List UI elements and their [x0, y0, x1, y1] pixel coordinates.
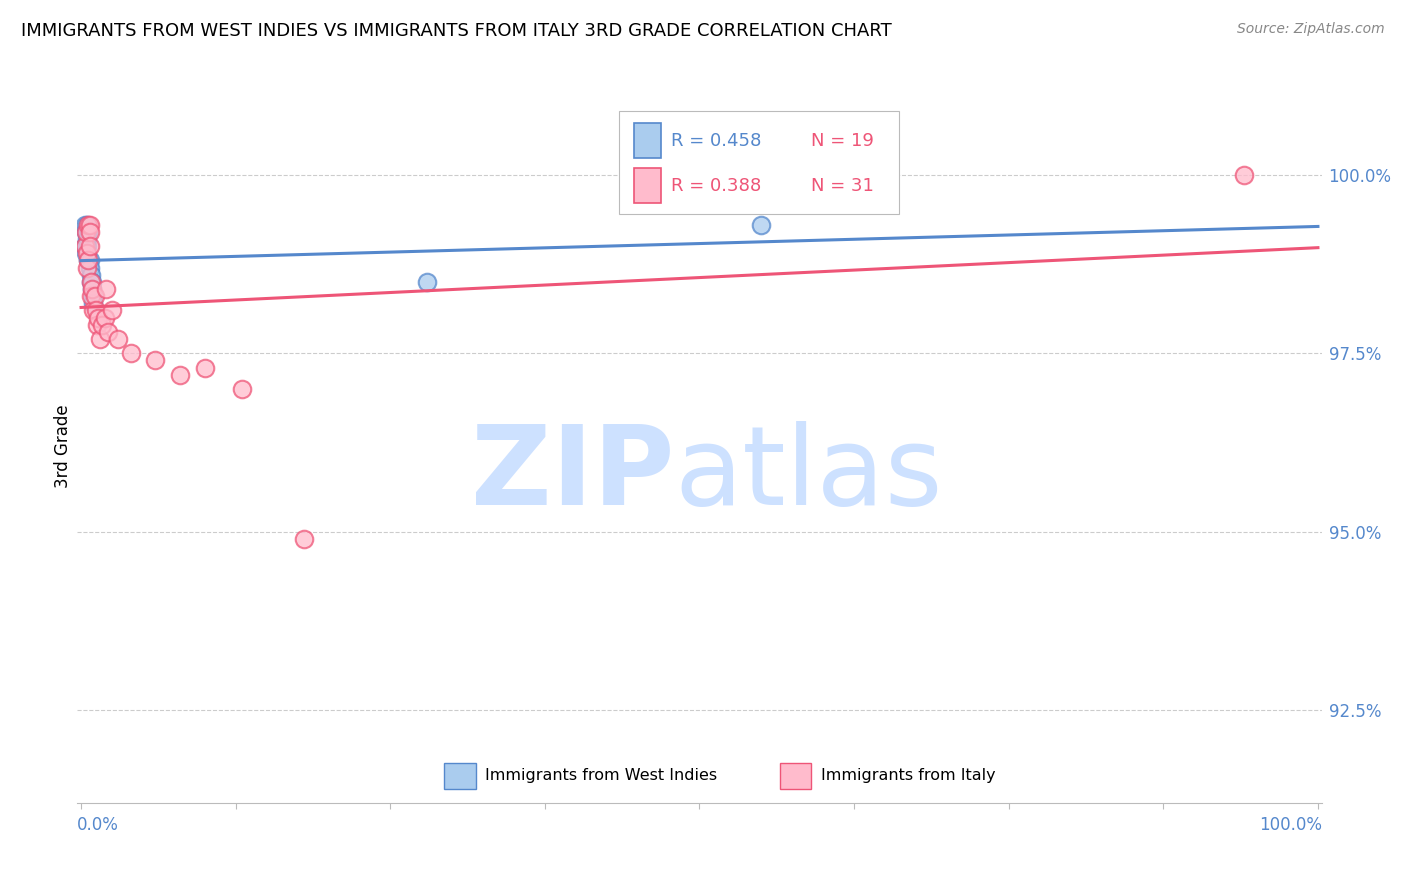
Text: ZIP: ZIP [471, 421, 675, 528]
Text: R = 0.388: R = 0.388 [671, 177, 761, 194]
Point [87, 310, 110, 325]
Point [73, 218, 96, 232]
Point [1233, 168, 1256, 182]
Point [82, 296, 104, 310]
Point [73, 239, 96, 253]
Point [79, 218, 101, 232]
Point [97, 325, 120, 339]
Point [73, 239, 96, 253]
Point [83, 289, 105, 303]
Point [84, 303, 107, 318]
Point [77, 218, 100, 232]
Point [79, 253, 101, 268]
Point [416, 275, 439, 289]
Point [76, 218, 98, 232]
Point [80, 275, 103, 289]
Text: N = 19: N = 19 [811, 132, 875, 150]
Point [77, 225, 100, 239]
Point [93, 310, 115, 325]
Text: Immigrants from West Indies: Immigrants from West Indies [485, 768, 717, 783]
Point [80, 268, 103, 282]
Point [82, 282, 104, 296]
Point [89, 332, 111, 346]
Point [79, 239, 101, 253]
Text: IMMIGRANTS FROM WEST INDIES VS IMMIGRANTS FROM ITALY 3RD GRADE CORRELATION CHART: IMMIGRANTS FROM WEST INDIES VS IMMIGRANT… [21, 22, 891, 40]
Text: 100.0%: 100.0% [1258, 816, 1322, 834]
Point [82, 303, 104, 318]
Y-axis label: 3rd Grade: 3rd Grade [53, 404, 72, 488]
Point [107, 332, 129, 346]
Bar [634, 123, 661, 158]
Bar [780, 763, 811, 789]
Point [749, 218, 772, 232]
Text: R = 0.458: R = 0.458 [671, 132, 761, 150]
Point [82, 289, 104, 303]
Point [194, 360, 217, 375]
Point [82, 282, 104, 296]
Point [79, 225, 101, 239]
Point [101, 303, 124, 318]
Point [292, 532, 315, 546]
Text: Immigrants from Italy: Immigrants from Italy [821, 768, 995, 783]
Point [120, 346, 142, 360]
Text: 0.0%: 0.0% [77, 816, 120, 834]
Point [75, 246, 97, 260]
Point [80, 275, 103, 289]
Bar [634, 169, 661, 202]
Point [76, 232, 98, 246]
Point [169, 368, 191, 382]
Point [231, 382, 253, 396]
Point [75, 225, 97, 239]
Point [79, 260, 101, 275]
Point [86, 318, 108, 332]
Point [94, 282, 117, 296]
Point [76, 260, 98, 275]
Point [82, 275, 104, 289]
Text: N = 31: N = 31 [811, 177, 875, 194]
Point [77, 253, 100, 268]
Text: Source: ZipAtlas.com: Source: ZipAtlas.com [1237, 22, 1385, 37]
Text: atlas: atlas [675, 421, 943, 528]
Bar [444, 763, 475, 789]
Point [80, 289, 103, 303]
FancyBboxPatch shape [619, 111, 898, 214]
Point [76, 246, 98, 260]
Point [143, 353, 166, 368]
Point [76, 239, 98, 253]
Point [91, 318, 114, 332]
Point [77, 253, 100, 268]
Point [75, 225, 97, 239]
